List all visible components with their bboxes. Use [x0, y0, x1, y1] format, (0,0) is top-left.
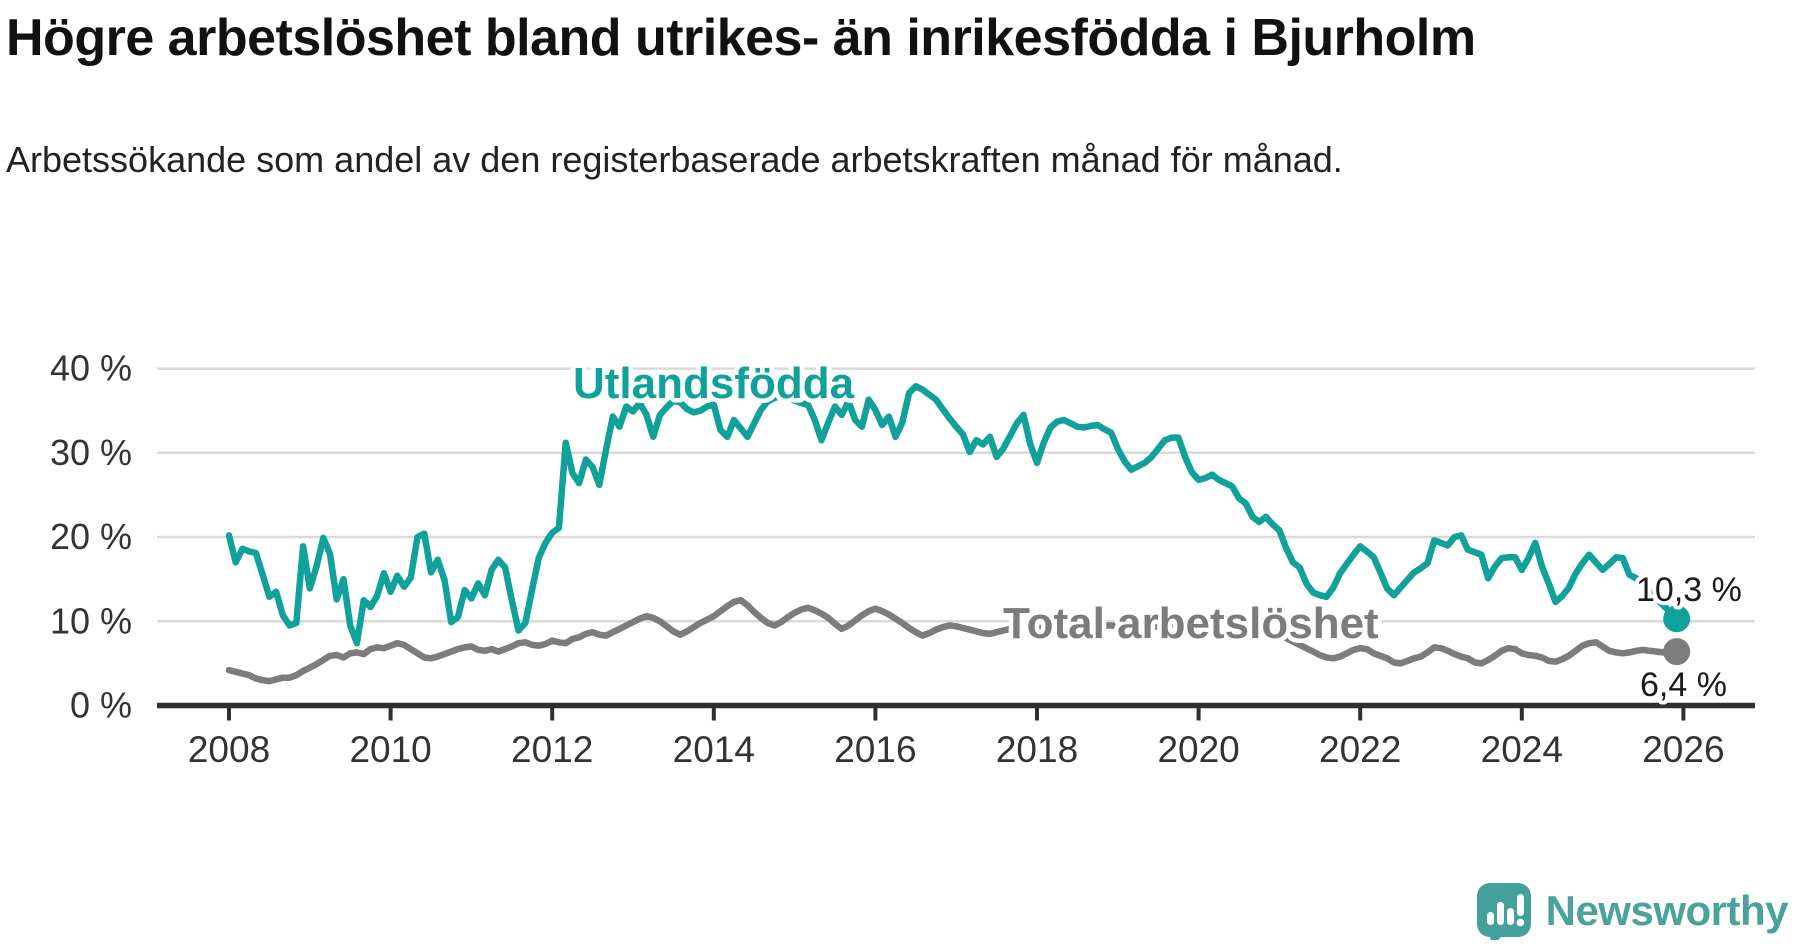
- data-lines: [225, 383, 1680, 685]
- end-value-label-total: 6,4 %: [1640, 666, 1727, 704]
- y-axis-label-10: 10 %: [50, 600, 132, 641]
- y-axis-label-40: 40 %: [50, 348, 132, 389]
- x-axis-label-2024: 2024: [1481, 729, 1563, 770]
- page-title: Högre arbetslöshet bland utrikes- än inr…: [6, 9, 1476, 67]
- endpoint-dot-utlandsfodda: [1663, 605, 1691, 633]
- x-axis-label-2018: 2018: [996, 729, 1078, 770]
- logo-exclamation-dot: [1516, 918, 1524, 927]
- axes: 0 % 10 % 20 % 30 % 40 % 2008 2010 2012 2014 2016 2…: [50, 348, 1755, 770]
- x-axis-label-2026: 2026: [1642, 729, 1724, 770]
- end-value-label-utlandsfodda: 10,3 %: [1636, 571, 1742, 609]
- x-axis-label-2008: 2008: [188, 729, 270, 770]
- logo-bar-2: [1496, 902, 1504, 925]
- logo-bar-1: [1486, 912, 1494, 925]
- x-axis-label-2016: 2016: [834, 729, 916, 770]
- y-axis-label-30: 30 %: [50, 432, 132, 473]
- y-axis-label-20: 20 %: [50, 516, 132, 557]
- series-label-total-arbetsloshet: Total arbetslöshet: [1003, 599, 1379, 648]
- series-label-utlandsfodda: Utlandsfödda: [573, 359, 855, 408]
- gridlines: [157, 367, 1755, 623]
- line-total-arbetsloshet: [225, 596, 1680, 685]
- endpoint-dots: [1663, 605, 1691, 666]
- y-axis-label-0: 0 %: [70, 685, 132, 726]
- x-axis-label-2022: 2022: [1319, 729, 1401, 770]
- endpoint-dot-total-arbetsloshet: [1663, 638, 1691, 666]
- x-axis-label-2012: 2012: [511, 729, 593, 770]
- logo-exclamation-stem: [1516, 894, 1524, 916]
- newsworthy-logo-icon: [1476, 883, 1531, 940]
- newsworthy-logo-text: Newsworthy: [1545, 887, 1789, 934]
- logo-bar-3: [1506, 908, 1514, 925]
- page-subtitle: Arbetssökande som andel av den registerb…: [6, 139, 1343, 180]
- x-axis-label-2014: 2014: [673, 729, 755, 770]
- x-axis-label-2020: 2020: [1157, 729, 1239, 770]
- line-utlandsfodda: [225, 383, 1680, 647]
- x-axis-label-2010: 2010: [349, 729, 431, 770]
- newsworthy-logo: Newsworthy: [1476, 882, 1789, 940]
